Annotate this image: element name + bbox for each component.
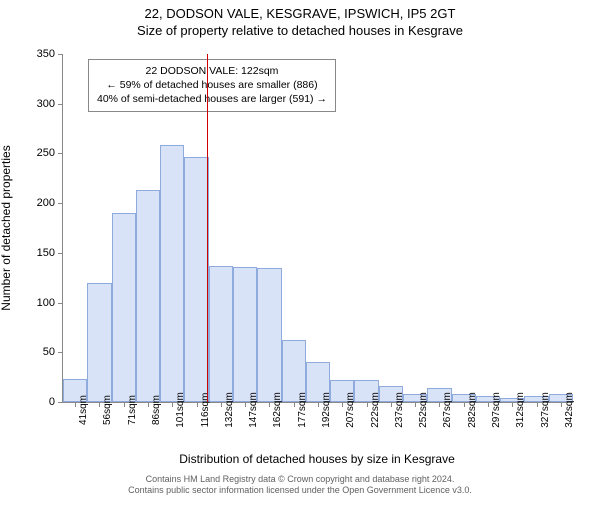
- property-marker-line: [207, 54, 208, 402]
- histogram-bar: [87, 283, 111, 402]
- x-axis-title: Distribution of detached houses by size …: [179, 452, 455, 466]
- histogram-bar: [233, 267, 257, 402]
- x-tick-mark: [172, 402, 173, 407]
- x-tick-mark: [367, 402, 368, 407]
- y-tick-mark: [58, 402, 63, 403]
- x-tick-mark: [245, 402, 246, 407]
- histogram-bar: [160, 145, 184, 402]
- x-tick-mark: [197, 402, 198, 407]
- x-tick-mark: [124, 402, 125, 407]
- x-tick-mark: [342, 402, 343, 407]
- footer-line-1: Contains HM Land Registry data © Crown c…: [0, 474, 600, 485]
- y-tick-mark: [58, 303, 63, 304]
- y-tick-mark: [58, 352, 63, 353]
- histogram-bar: [112, 213, 136, 402]
- x-tick-label: 342sqm: [564, 392, 575, 428]
- annotation-line-2: ← 59% of detached houses are smaller (88…: [97, 78, 327, 92]
- x-tick-mark: [391, 402, 392, 407]
- page-title-address: 22, DODSON VALE, KESGRAVE, IPSWICH, IP5 …: [0, 6, 600, 21]
- annotation-line-1: 22 DODSON VALE: 122sqm: [97, 64, 327, 78]
- footer-attribution: Contains HM Land Registry data © Crown c…: [0, 474, 600, 497]
- histogram-bar: [184, 157, 208, 402]
- x-tick-mark: [415, 402, 416, 407]
- x-tick-mark: [512, 402, 513, 407]
- histogram-chart: 22 DODSON VALE: 122sqm ← 59% of detached…: [62, 54, 573, 403]
- x-tick-mark: [294, 402, 295, 407]
- x-tick-mark: [221, 402, 222, 407]
- x-tick-mark: [75, 402, 76, 407]
- x-tick-mark: [99, 402, 100, 407]
- x-tick-mark: [537, 402, 538, 407]
- x-tick-mark: [488, 402, 489, 407]
- x-tick-mark: [148, 402, 149, 407]
- annotation-line-3: 40% of semi-detached houses are larger (…: [97, 92, 327, 106]
- x-tick-mark: [561, 402, 562, 407]
- x-tick-mark: [318, 402, 319, 407]
- page-title-subtitle: Size of property relative to detached ho…: [0, 23, 600, 38]
- x-tick-mark: [464, 402, 465, 407]
- footer-line-2: Contains public sector information licen…: [0, 485, 600, 496]
- y-tick-mark: [58, 104, 63, 105]
- y-tick-mark: [58, 203, 63, 204]
- histogram-bar: [136, 190, 160, 402]
- annotation-box: 22 DODSON VALE: 122sqm ← 59% of detached…: [88, 59, 336, 112]
- y-tick-mark: [58, 153, 63, 154]
- x-tick-mark: [269, 402, 270, 407]
- y-tick-mark: [58, 253, 63, 254]
- x-tick-mark: [439, 402, 440, 407]
- histogram-bar: [257, 268, 281, 402]
- y-tick-mark: [58, 54, 63, 55]
- y-axis-label: Number of detached properties: [0, 145, 13, 310]
- histogram-bar: [209, 266, 233, 402]
